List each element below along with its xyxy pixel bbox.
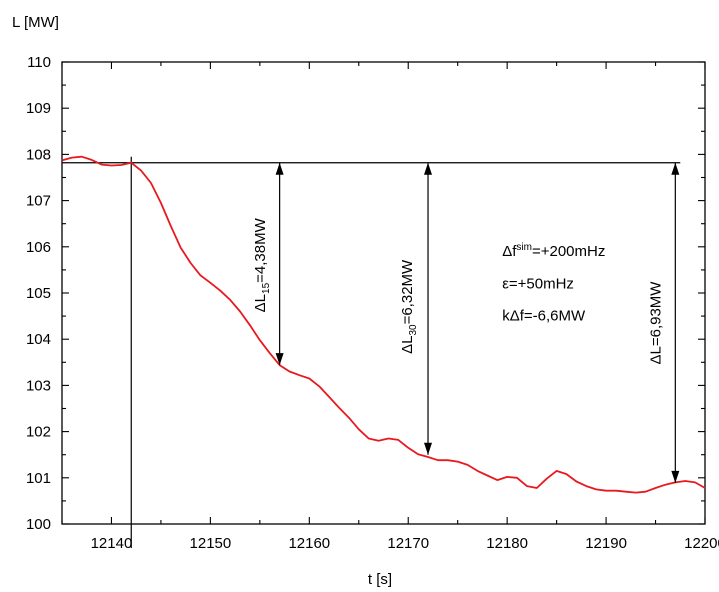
delta-arrow-label: ΔL=6,93MW [647, 281, 664, 365]
delta-arrows: ΔL15=4,38MW ΔL30=6,32MW ΔL=6,93MW [252, 162, 680, 483]
y-tick-label: 104 [26, 331, 51, 348]
delta-arrow-label: ΔL15=4,38MW [252, 217, 272, 312]
y-tick-label: 101 [26, 470, 51, 487]
plot-frame [61, 61, 706, 525]
delta-arrow-head-bottom [275, 353, 284, 366]
parameter-annotation: Δfsim=+200mHz [502, 242, 605, 260]
x-axis-label: t [s] [368, 571, 392, 588]
y-tick-label: 103 [26, 377, 51, 394]
x-tick-label: 12160 [288, 535, 330, 552]
x-tick-label: 12200 [684, 535, 719, 552]
y-tick-label: 105 [26, 285, 51, 302]
reference-lines [62, 156, 681, 548]
delta-arrow-head-top [424, 162, 433, 175]
delta-arrow-head-top [275, 162, 284, 175]
x-tick-label: 12150 [190, 535, 232, 552]
delta-arrow-head-bottom [424, 442, 433, 455]
y-tick-label: 109 [26, 100, 51, 117]
delta-arrow-label: ΔL30=6,32MW [399, 259, 419, 354]
y-tick-label: 107 [26, 193, 51, 210]
y-tick-label: 108 [26, 146, 51, 163]
x-tick-label: 12180 [486, 535, 528, 552]
y-tick-label: 106 [26, 239, 51, 256]
tick-labels: 12140 12150 12160 12170 12180 12190 12200 100 10… [26, 54, 719, 552]
y-axis-label: L [MW] [12, 14, 59, 31]
series-line [61, 155, 706, 494]
x-tick-label: 12170 [387, 535, 429, 552]
y-tick-label: 110 [27, 54, 51, 71]
parameter-annotations: Δfsim=+200mHz ε=+50mHz kΔf=-6,6MW [502, 242, 605, 325]
parameter-annotation: ε=+50mHz [502, 275, 574, 292]
y-tick-label: 100 [26, 516, 51, 533]
y-tick-label: 102 [26, 424, 51, 441]
series-layer [61, 155, 706, 494]
x-tick-label: 12140 [91, 535, 133, 552]
axis-ticks [61, 61, 706, 525]
delta-arrow-head-top [671, 162, 680, 175]
x-tick-label: 12190 [585, 535, 627, 552]
delta-arrow-head-bottom [671, 470, 680, 483]
parameter-annotation: kΔf=-6,6MW [502, 308, 586, 325]
